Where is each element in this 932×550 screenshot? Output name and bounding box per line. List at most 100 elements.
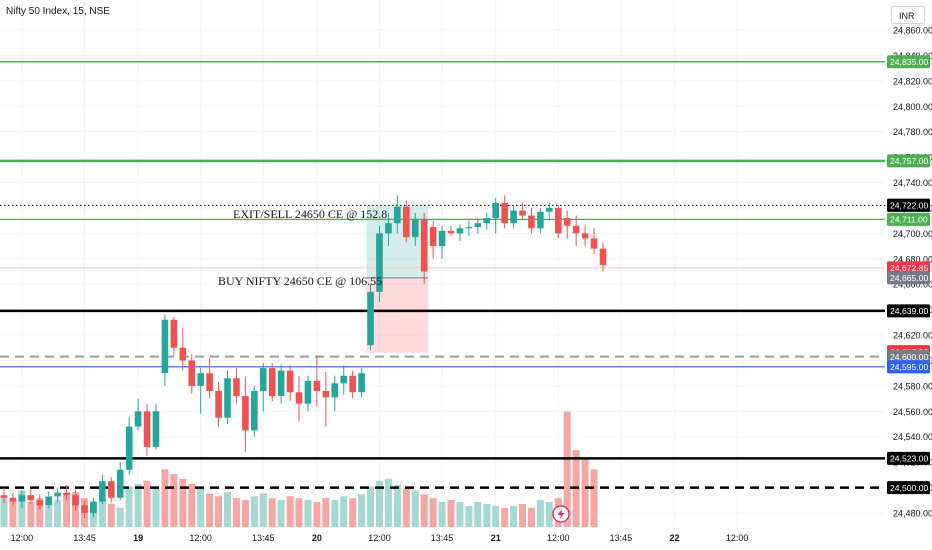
candle-body bbox=[331, 383, 339, 398]
volume-bar bbox=[358, 494, 366, 527]
volume-bar bbox=[402, 488, 410, 527]
volume-bar bbox=[384, 478, 392, 527]
volume-bar bbox=[393, 484, 401, 527]
price-badge-label: 24,595.00 bbox=[890, 362, 928, 372]
volume-bar bbox=[224, 492, 231, 527]
price-badge-label: 24,600.00 bbox=[890, 352, 928, 362]
candle-body bbox=[322, 390, 330, 398]
volume-bar bbox=[331, 500, 339, 527]
candle-body bbox=[188, 360, 196, 386]
candle-body bbox=[18, 495, 26, 502]
candle-body bbox=[251, 390, 258, 431]
candle-body bbox=[27, 495, 35, 501]
volume-bar bbox=[340, 496, 348, 527]
candle-body bbox=[242, 396, 249, 431]
price-tick-label: 24,540.00 bbox=[893, 432, 932, 442]
volume-bar bbox=[375, 480, 383, 527]
time-axis[interactable]: 12:00 13:45 19 12:00 13:45 20 12:00 13:45 21 12:0… bbox=[0, 530, 932, 550]
volume-bar bbox=[27, 502, 35, 527]
volume-bar bbox=[197, 488, 205, 527]
price-tick-label: 24,480.00 bbox=[893, 509, 932, 519]
price-tick-label: 24,800.00 bbox=[893, 102, 932, 112]
candle-body bbox=[36, 500, 44, 506]
volume-bar bbox=[179, 478, 187, 527]
grid-lines bbox=[0, 0, 885, 530]
price-badge bbox=[887, 198, 930, 212]
time-tick-label: 20 bbox=[312, 533, 322, 543]
price-tick-label: 24,660.00 bbox=[893, 280, 932, 290]
volume-bar bbox=[483, 503, 491, 527]
candle-body bbox=[197, 373, 204, 386]
volume-bar bbox=[268, 498, 276, 527]
candle-body bbox=[420, 219, 428, 272]
volume-bar bbox=[215, 496, 223, 527]
candle-body bbox=[465, 227, 473, 229]
price-badge-label: 24,500.00 bbox=[890, 483, 928, 493]
volume-bar bbox=[438, 502, 446, 527]
volume-bar bbox=[519, 503, 527, 527]
candle-body bbox=[161, 319, 169, 374]
price-badge bbox=[887, 481, 930, 495]
candle-body bbox=[483, 218, 491, 224]
candle-body bbox=[492, 202, 499, 219]
price-tick-label: 24,860.00 bbox=[893, 26, 932, 36]
candle-body bbox=[54, 492, 61, 497]
volume-bar bbox=[232, 498, 240, 527]
volume-bar bbox=[36, 498, 44, 527]
candlesticks[interactable] bbox=[0, 195, 607, 519]
loss-zone bbox=[366, 277, 429, 353]
symbol-title[interactable]: Nifty 50 Index, 15, NSE bbox=[6, 6, 110, 17]
candle-body bbox=[134, 411, 142, 427]
candle-body bbox=[170, 319, 178, 348]
volume-bar bbox=[322, 498, 330, 527]
price-badge bbox=[887, 261, 930, 275]
time-axis-bg bbox=[0, 530, 932, 550]
time-tick-label: 12:00 bbox=[726, 533, 749, 543]
candle-body bbox=[563, 218, 571, 226]
price-tick-label: 24,580.00 bbox=[893, 381, 932, 391]
candle-body bbox=[259, 368, 267, 391]
price-badge-label: 24,672.85 bbox=[890, 263, 928, 273]
time-tick-label: 13:45 bbox=[431, 533, 454, 543]
horizontal-levels[interactable] bbox=[0, 61, 885, 489]
candle-body bbox=[411, 219, 419, 238]
volume-bars bbox=[0, 411, 598, 527]
price-badge-label: 24,665.00 bbox=[890, 273, 928, 283]
volume-bar bbox=[367, 486, 375, 527]
candle-body bbox=[268, 368, 276, 397]
price-badge-label: 24,835.00 bbox=[890, 57, 928, 67]
candle-body bbox=[72, 495, 79, 506]
price-badge bbox=[887, 451, 930, 465]
price-badge-label: 24,757.00 bbox=[890, 156, 928, 166]
lightning-icon[interactable] bbox=[552, 505, 570, 523]
time-tick-label: 12:00 bbox=[11, 533, 34, 543]
candle-body bbox=[295, 392, 303, 404]
candle-body bbox=[304, 380, 312, 404]
buy-annotation: BUY NIFTY 24650 CE @ 106.55 bbox=[218, 274, 383, 288]
volume-bar bbox=[161, 469, 169, 527]
price-tick-label: 24,780.00 bbox=[893, 127, 932, 137]
volume-bar bbox=[241, 500, 249, 527]
candle-body bbox=[340, 375, 348, 384]
candle-body bbox=[152, 411, 160, 447]
volume-bar bbox=[429, 498, 437, 527]
volume-bar bbox=[45, 505, 53, 527]
candle-body bbox=[286, 370, 294, 393]
volume-bar bbox=[98, 498, 106, 527]
time-tick-label: 13:45 bbox=[252, 533, 275, 543]
price-tick-label: 24,820.00 bbox=[893, 76, 932, 86]
price-badge bbox=[887, 154, 930, 168]
volume-bar bbox=[206, 493, 214, 527]
candle-body bbox=[367, 291, 374, 346]
volume-bar bbox=[527, 507, 535, 527]
time-tick-label: 21 bbox=[491, 533, 501, 543]
time-tick-label: 22 bbox=[669, 533, 679, 543]
time-tick-label: 19 bbox=[133, 533, 143, 543]
price-badges: 24,835.0024,757.0024,722.2024,722.0024,7… bbox=[887, 55, 930, 495]
candle-body bbox=[45, 496, 52, 506]
currency-button[interactable]: INR bbox=[891, 6, 925, 24]
candle-body bbox=[179, 347, 187, 361]
volume-bar bbox=[492, 505, 500, 527]
candle-body bbox=[143, 411, 151, 447]
